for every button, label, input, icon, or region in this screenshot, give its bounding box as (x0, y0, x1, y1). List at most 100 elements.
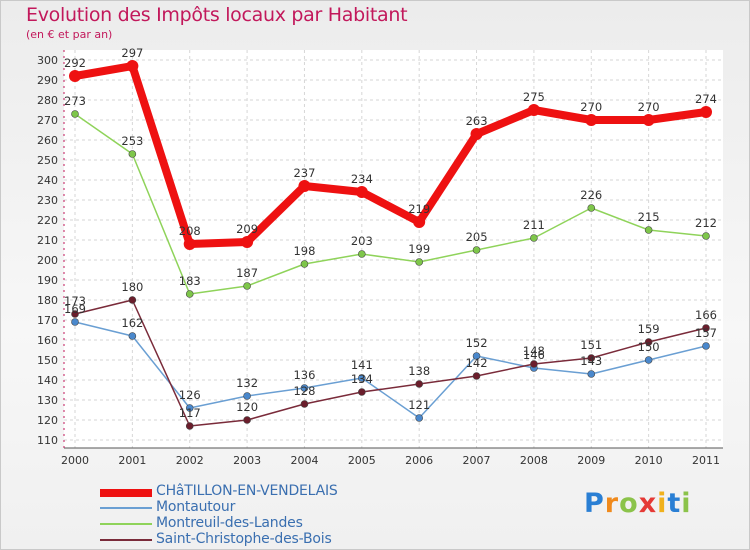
y-tick-label: 220 (37, 214, 58, 227)
data-point (185, 290, 194, 298)
data-point (470, 128, 483, 140)
data-label: 215 (638, 210, 660, 224)
data-point (587, 354, 596, 362)
data-label: 198 (293, 244, 315, 258)
data-label: 173 (64, 294, 86, 308)
x-tick-label: 2002 (176, 454, 204, 467)
data-point (413, 216, 426, 228)
data-label: 134 (351, 372, 373, 386)
data-label: 270 (580, 100, 602, 114)
data-point (128, 150, 137, 158)
data-label: 253 (121, 134, 143, 148)
legend-label: Saint-Christophe-des-Bois (156, 531, 332, 547)
y-tick-label: 130 (37, 394, 58, 407)
data-point (415, 380, 423, 388)
proxiti-logo: Proxiti (584, 488, 692, 519)
data-label: 209 (236, 222, 258, 236)
data-point (241, 236, 254, 248)
legend-item: CHâTILLON-EN-VENDELAIS (100, 483, 400, 500)
data-point (530, 234, 538, 242)
y-tick-label: 230 (37, 194, 58, 207)
y-tick-label: 160 (37, 334, 58, 347)
data-point (69, 70, 81, 82)
data-label: 180 (121, 280, 143, 294)
data-label: 263 (466, 114, 488, 128)
data-label: 211 (523, 218, 545, 232)
data-label: 159 (638, 322, 660, 336)
data-point (587, 370, 596, 378)
data-point (300, 400, 309, 408)
y-tick-label: 110 (37, 434, 58, 447)
data-label: 237 (293, 166, 315, 180)
legend-swatch (100, 539, 152, 541)
data-label: 226 (580, 188, 602, 202)
data-point (183, 238, 196, 250)
legend-label: Montautour (156, 499, 236, 515)
data-point (128, 332, 137, 340)
data-label: 199 (408, 242, 430, 256)
data-label: 141 (351, 358, 373, 372)
data-point (700, 106, 712, 118)
data-point (71, 310, 79, 318)
data-point (644, 338, 653, 346)
data-point (644, 226, 653, 234)
data-point (472, 246, 481, 254)
data-point (702, 342, 710, 350)
data-label: 142 (466, 356, 488, 370)
y-tick-label: 280 (37, 94, 58, 107)
x-tick-label: 2009 (577, 454, 605, 467)
data-label: 132 (236, 376, 258, 390)
data-point (358, 374, 366, 382)
data-label: 150 (638, 340, 660, 354)
data-label: 157 (695, 326, 717, 340)
data-point (702, 324, 710, 332)
data-point (415, 258, 423, 266)
data-point (642, 114, 655, 126)
legend-item: Saint-Christophe-des-Bois (100, 531, 400, 548)
data-point (128, 296, 137, 304)
data-label: 273 (64, 94, 86, 108)
data-label: 120 (236, 400, 258, 414)
legend-swatch (100, 489, 152, 497)
legend-swatch (100, 507, 152, 509)
data-label: 183 (179, 274, 201, 288)
data-point (300, 384, 309, 392)
x-tick-label: 2010 (635, 454, 663, 467)
series-line (74, 113, 707, 295)
y-tick-label: 270 (37, 114, 58, 127)
x-tick-label: 2003 (233, 454, 261, 467)
data-label: 270 (638, 100, 660, 114)
y-tick-label: 250 (37, 154, 58, 167)
x-tick-label: 2008 (520, 454, 548, 467)
data-point (358, 250, 366, 258)
y-tick-label: 240 (37, 174, 58, 187)
y-tick-label: 140 (37, 374, 58, 387)
x-tick-label: 2011 (692, 454, 720, 467)
data-point (185, 422, 194, 430)
x-tick-label: 2005 (348, 454, 376, 467)
data-point (185, 404, 194, 412)
data-label: 275 (523, 90, 545, 104)
data-point (358, 388, 366, 396)
data-point (530, 360, 538, 368)
data-label: 138 (408, 364, 430, 378)
line-chart: 110 120 130 140 150 160 170 180 190 200 210 220 230 2… (37, 46, 723, 467)
data-point (243, 392, 251, 400)
data-point (702, 232, 710, 240)
data-label: 274 (695, 92, 717, 106)
data-point (587, 204, 596, 212)
legend-item: Montreuil-des-Landes (100, 515, 400, 532)
data-label: 219 (408, 202, 430, 216)
data-label: 203 (351, 234, 373, 248)
y-tick-label: 210 (37, 234, 58, 247)
data-point (243, 416, 251, 424)
data-label: 146 (523, 348, 545, 362)
data-point (300, 260, 309, 268)
y-tick-label: 300 (37, 54, 58, 67)
data-label: 297 (121, 46, 143, 60)
data-label: 162 (121, 316, 143, 330)
data-label: 208 (179, 224, 201, 238)
data-point (355, 186, 368, 198)
data-label: 292 (64, 56, 86, 70)
data-point (126, 60, 139, 72)
